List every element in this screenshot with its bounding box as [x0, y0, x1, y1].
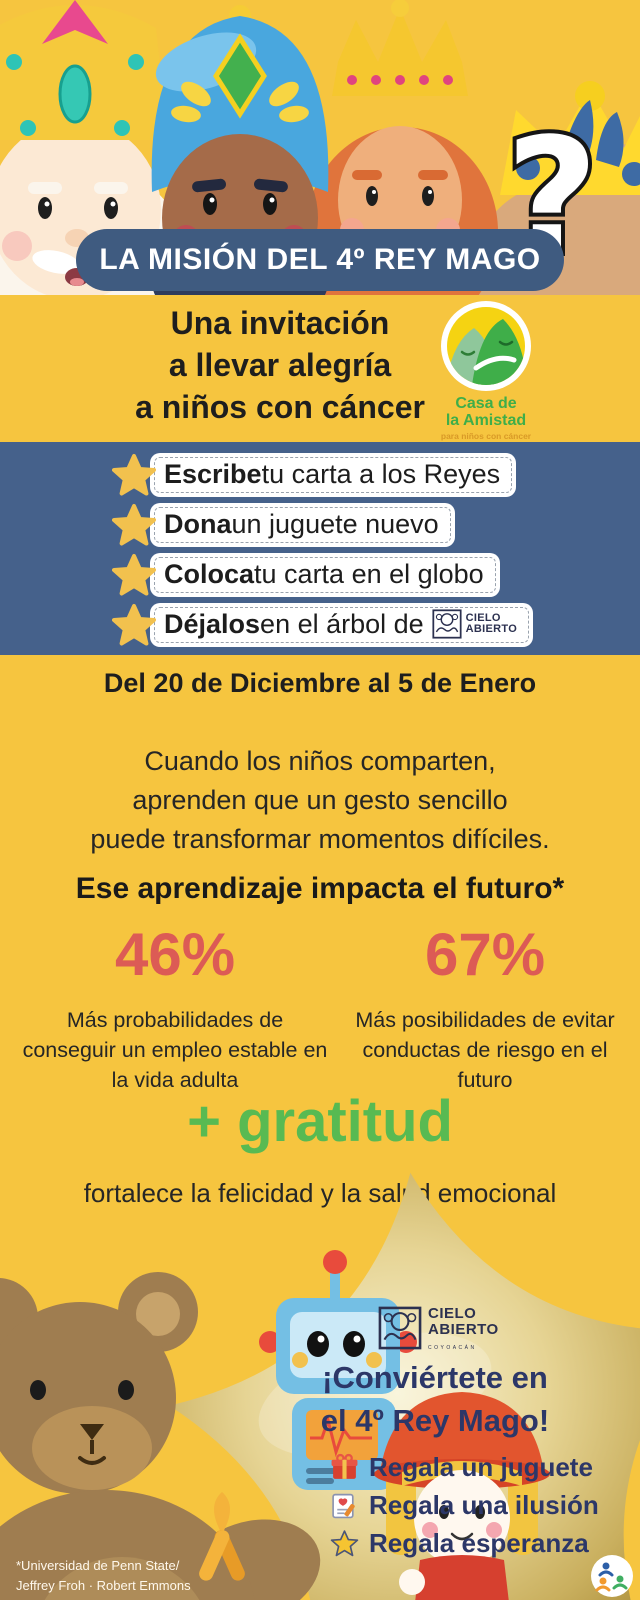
cielo-abierto-logo-balloon: CIELO ABIERTO COYOACÁN	[378, 1306, 499, 1356]
gold-awareness-ribbon	[199, 1492, 245, 1581]
casa-logo-icon	[441, 301, 531, 391]
three-kings-illustration: ?	[0, 0, 640, 295]
cielo-abierto-logo-small: CIELO ABIERTO	[432, 609, 517, 639]
steps-checklist: Escribe tu carta a los Reyes Dona un jug…	[0, 442, 640, 655]
cielo-abierto-mark-icon	[378, 1306, 422, 1350]
star-icon	[330, 1529, 359, 1556]
title-banner: LA MISIÓN DEL 4º REY MAGO	[76, 229, 564, 291]
toys-and-balloon-illustration	[0, 1100, 640, 1600]
star-bullet-icon	[112, 604, 156, 646]
campaign-dates: Del 20 de Diciembre al 5 de Enero	[103, 668, 537, 698]
casa-logo-tagline: para niños con cáncer	[440, 431, 532, 441]
invitation-line-3: a niños con cáncer	[135, 389, 425, 425]
star-bullet-icon	[112, 504, 156, 546]
kings-artwork: ?	[0, 0, 640, 295]
checklist-item-escribe: Escribe tu carta a los Reyes	[112, 453, 640, 497]
checklist-item-dona: Dona un juguete nuevo	[112, 503, 640, 547]
checklist-item-dejalos: Déjalos en el árbol de CIELO ABIERTO	[112, 603, 640, 647]
cta-heading: ¡Conviértete en el 4º Rey Mago!	[320, 1360, 550, 1438]
impact-stats: 46% Más probabilidades de conseguir un e…	[0, 920, 640, 1095]
invitation-line-2: a llevar alegría	[168, 347, 392, 383]
org-badge-icon	[591, 1555, 633, 1597]
invitation-heading: Una invitación a llevar alegría a niños …	[70, 302, 490, 428]
gratitude-subtext: fortalece la felicidad y la salud emocio…	[83, 1178, 557, 1208]
impact-heading: Ese aprendizaje impacta el futuro*	[75, 872, 565, 905]
stat-employment: 46% Más probabilidades de conseguir un e…	[20, 920, 330, 1095]
doll-toy	[374, 1392, 550, 1600]
star-bullet-icon	[112, 554, 156, 596]
stat-description: Más posibilidades de evitar conductas de…	[355, 1008, 615, 1092]
checklist-item-coloca: Coloca tu carta en el globo	[112, 553, 640, 597]
king-melchior	[0, 0, 184, 295]
teddy-bear-toy	[0, 1272, 321, 1600]
cta-list: Regala un juguete Regala una ilusión Reg…	[330, 1448, 599, 1562]
toys-artwork	[0, 1172, 640, 1600]
cta-item-ilusion: Regala una ilusión	[330, 1486, 599, 1524]
stat-description: Más probabilidades de conseguir un emple…	[22, 1008, 328, 1092]
stat-value: 67%	[424, 921, 546, 988]
poster-title: LA MISIÓN DEL 4º REY MAGO	[99, 243, 541, 276]
casa-logo-name: Casa de la Amistad	[445, 395, 527, 429]
cta-item-esperanza: Regala esperanza	[330, 1524, 599, 1562]
casa-de-la-amistad-logo: Casa de la Amistad para niños con cáncer	[433, 300, 539, 441]
letter-icon	[332, 1493, 355, 1518]
star-bullet-icon	[112, 454, 156, 496]
stat-value: 46%	[114, 921, 236, 988]
source-footnote: *Universidad de Penn State/ Jeffrey Froh…	[16, 1558, 191, 1593]
gratitude-headline: + gratitud	[187, 1089, 453, 1154]
robot-toy	[259, 1250, 417, 1490]
invitation-line-1: Una invitación	[170, 305, 390, 341]
cielo-abierto-mark-icon	[432, 609, 462, 639]
sharing-paragraph: Cuando los niños comparten, aprenden que…	[90, 746, 550, 854]
gift-icon	[331, 1453, 358, 1479]
stat-risk-avoidance: 67% Más posibilidades de evitar conducta…	[340, 920, 630, 1095]
cta-item-juguete: Regala un juguete	[330, 1448, 599, 1486]
